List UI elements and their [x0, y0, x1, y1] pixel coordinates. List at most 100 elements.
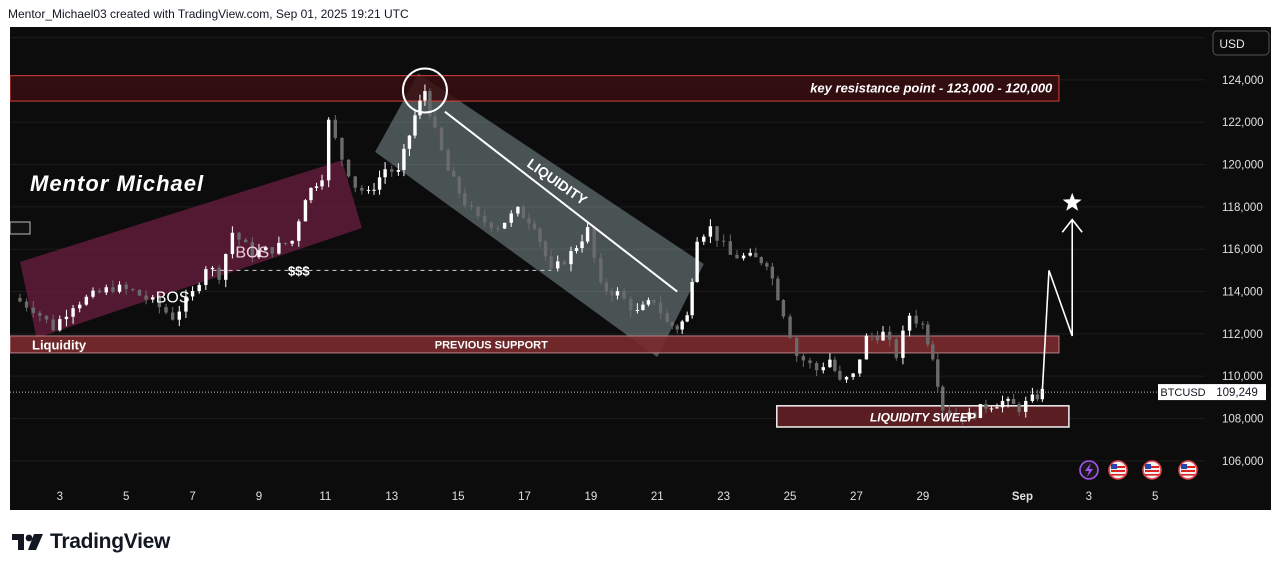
candle-body	[622, 291, 626, 299]
candle-body	[702, 236, 706, 242]
candle-body	[44, 315, 49, 320]
y-tick-label: 108,000	[1222, 414, 1264, 426]
candle-body	[989, 408, 994, 410]
candle-body	[569, 251, 573, 265]
candle-body	[38, 312, 42, 316]
candle-body	[184, 296, 188, 312]
x-tick-label: 11	[319, 491, 331, 503]
candle-body	[652, 300, 656, 303]
y-tick-label: 112,000	[1222, 329, 1263, 341]
currency-button[interactable]: USD	[1212, 30, 1270, 56]
candle-body	[137, 289, 142, 296]
candle-body	[538, 228, 542, 242]
candle-body	[78, 304, 82, 309]
candle-body	[770, 266, 775, 279]
us-flag-icon[interactable]	[1108, 460, 1128, 480]
candle-body	[283, 242, 288, 244]
candle-body	[31, 307, 35, 313]
candle-body	[1030, 394, 1035, 401]
candle-body	[1011, 398, 1016, 405]
candle-body	[1035, 394, 1040, 400]
candle-body	[496, 228, 500, 230]
x-tick-label: 15	[452, 491, 465, 503]
x-tick-label: 3	[57, 491, 63, 503]
candle-body	[881, 331, 885, 341]
last-price-tag[interactable]	[1208, 384, 1266, 401]
candle-body	[821, 367, 825, 371]
x-tick-label: 9	[256, 491, 262, 503]
x-tick-label: Sep	[1012, 491, 1033, 503]
x-tick-label: 7	[189, 491, 195, 503]
candle-body	[759, 257, 764, 264]
candle-body	[828, 359, 832, 368]
chart-area[interactable]: key resistance point - 123,000 - 120,000…	[9, 27, 1271, 510]
event-icons	[1079, 460, 1198, 480]
candle-body	[64, 316, 69, 320]
candle-body	[224, 254, 228, 280]
price-chart[interactable]: key resistance point - 123,000 - 120,000…	[9, 27, 1271, 510]
author-watermark: Mentor Michael	[30, 171, 204, 196]
footer-brand[interactable]: TradingView	[12, 530, 170, 554]
x-tick-label: 23	[717, 491, 730, 503]
y-tick-label: 114,000	[1222, 287, 1263, 299]
candle-body	[776, 278, 780, 301]
candle-body	[257, 250, 261, 258]
y-tick-label: 122,000	[1222, 117, 1264, 129]
x-tick-label: 25	[784, 491, 797, 503]
candle-body	[1024, 400, 1028, 412]
tradingview-logo-icon	[12, 534, 43, 550]
candle-body	[124, 284, 128, 290]
candle-body	[646, 300, 651, 305]
candle-body	[170, 312, 175, 320]
support-label: PREVIOUS SUPPORT	[435, 339, 548, 351]
candle-body	[446, 149, 450, 171]
candle-body	[973, 412, 977, 418]
candle-body	[765, 263, 769, 267]
candle-body	[580, 241, 584, 249]
candle-body	[801, 355, 806, 361]
candle-body	[715, 226, 719, 241]
candle-body	[314, 186, 319, 188]
liquidity-trend-line	[444, 110, 678, 293]
candle-body	[390, 169, 394, 172]
candle-body	[396, 169, 401, 172]
candle-body	[781, 300, 786, 317]
candle-body	[954, 413, 958, 416]
candle-body	[151, 297, 155, 300]
symbol-tag-label: BTCUSD	[1160, 387, 1205, 399]
candle-body	[1000, 400, 1005, 408]
chart-credit: Mentor_Michael03 created with TradingVie…	[8, 7, 409, 21]
candle-body	[177, 311, 181, 320]
lightning-icon[interactable]	[1079, 460, 1099, 480]
x-tick-label: 13	[385, 491, 398, 503]
footer-brand-name: TradingView	[50, 530, 171, 553]
candle-body	[858, 359, 862, 374]
candle-body	[237, 232, 241, 240]
left-edge-tab[interactable]	[9, 221, 31, 235]
candle-body	[353, 176, 357, 188]
candle-body	[509, 213, 513, 223]
candle-body	[131, 289, 135, 291]
candle-body	[641, 304, 645, 311]
candle-body	[708, 226, 713, 237]
candle-body	[833, 359, 837, 371]
us-flag-icon[interactable]	[1142, 460, 1162, 480]
us-flag-icon[interactable]	[1178, 460, 1198, 480]
x-tick-label: 5	[1152, 491, 1158, 503]
candle-body	[340, 137, 344, 160]
candle-body	[489, 222, 494, 229]
candle-body	[433, 116, 437, 128]
candle-body	[741, 255, 746, 259]
symbol-tag[interactable]	[1158, 384, 1208, 401]
candle-body	[277, 242, 281, 254]
candle-body	[675, 325, 679, 330]
candle-body	[604, 282, 609, 292]
candle-body	[562, 261, 567, 265]
candle-body	[527, 218, 531, 224]
candle-body	[243, 239, 248, 243]
candle-body	[875, 336, 880, 341]
y-tick-label: 110,000	[1222, 371, 1263, 383]
candle-body	[599, 257, 603, 283]
candle-body	[754, 252, 758, 258]
candle-body	[851, 373, 855, 377]
